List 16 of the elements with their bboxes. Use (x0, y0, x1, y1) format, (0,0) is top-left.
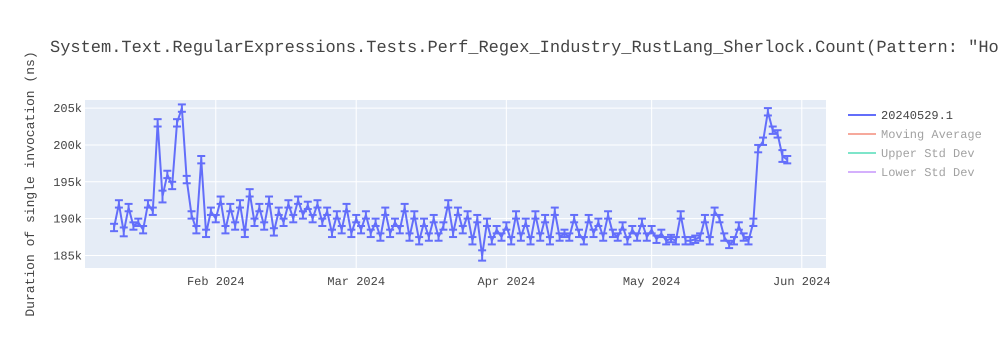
legend-label: 20240529.1 (881, 109, 954, 123)
y-tick-label: 205k (53, 102, 82, 116)
legend-label: Moving Average (881, 128, 982, 142)
x-tick-label: May 2024 (622, 275, 680, 289)
legend-label: Upper Std Dev (881, 147, 975, 161)
y-tick-label: 185k (53, 249, 82, 264)
y-axis-title: Duration of single invocation (ns) (23, 51, 38, 317)
y-tick-label: 200k (53, 138, 82, 153)
y-tick-label: 195k (53, 176, 82, 190)
x-tick-label: Feb 2024 (186, 275, 245, 289)
y-tick-label: 190k (53, 212, 82, 227)
x-tick-label: Apr 2024 (478, 275, 536, 289)
legend-label: Lower Std Dev (881, 166, 975, 180)
x-tick-label: Mar 2024 (327, 275, 386, 289)
x-tick-label: Jun 2024 (772, 275, 831, 289)
chart-title: System.Text.RegularExpressions.Tests.Perf_Regex_Industry_RustLang_Sherlock.Count(Pattern: "Ho (50, 39, 999, 58)
